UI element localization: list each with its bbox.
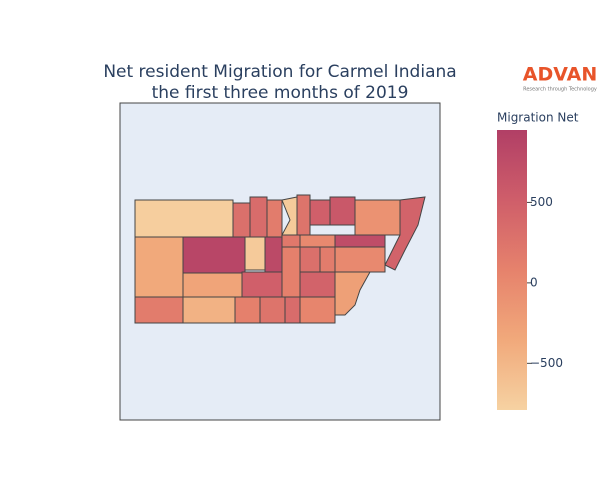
logo-tagline: Research through Technology [523, 87, 597, 93]
region [134, 296, 184, 324]
region [249, 196, 268, 238]
region [329, 196, 356, 226]
region [334, 234, 386, 248]
logo: ADVAN [523, 64, 598, 86]
colorbar-tick-label: 0 [530, 275, 538, 289]
region [284, 296, 301, 324]
colorbar-tick-label: 500 [530, 195, 553, 209]
region [384, 196, 426, 271]
region [244, 236, 266, 271]
region [134, 199, 234, 238]
region [281, 234, 301, 248]
colorbar [497, 130, 527, 410]
region [259, 296, 286, 324]
region [354, 199, 401, 236]
region [281, 246, 301, 298]
region [182, 272, 243, 298]
region [264, 234, 283, 273]
region [182, 236, 246, 274]
region [299, 296, 336, 324]
region [299, 246, 321, 273]
map [134, 194, 426, 324]
chart-title: Net resident Migration for Carmel Indian… [103, 62, 456, 82]
region [232, 202, 251, 238]
region [182, 296, 236, 324]
region [334, 246, 386, 273]
region [296, 194, 311, 236]
region [241, 271, 283, 298]
region [319, 246, 336, 273]
colorbar-title: Migration Net [497, 111, 579, 125]
region [299, 234, 336, 248]
region [309, 199, 331, 226]
region [266, 199, 283, 238]
region [234, 296, 261, 324]
chart-title: the first three months of 2019 [152, 83, 409, 103]
colorbar-tick-label: −500 [530, 356, 563, 370]
region [134, 236, 184, 298]
region [299, 271, 336, 298]
